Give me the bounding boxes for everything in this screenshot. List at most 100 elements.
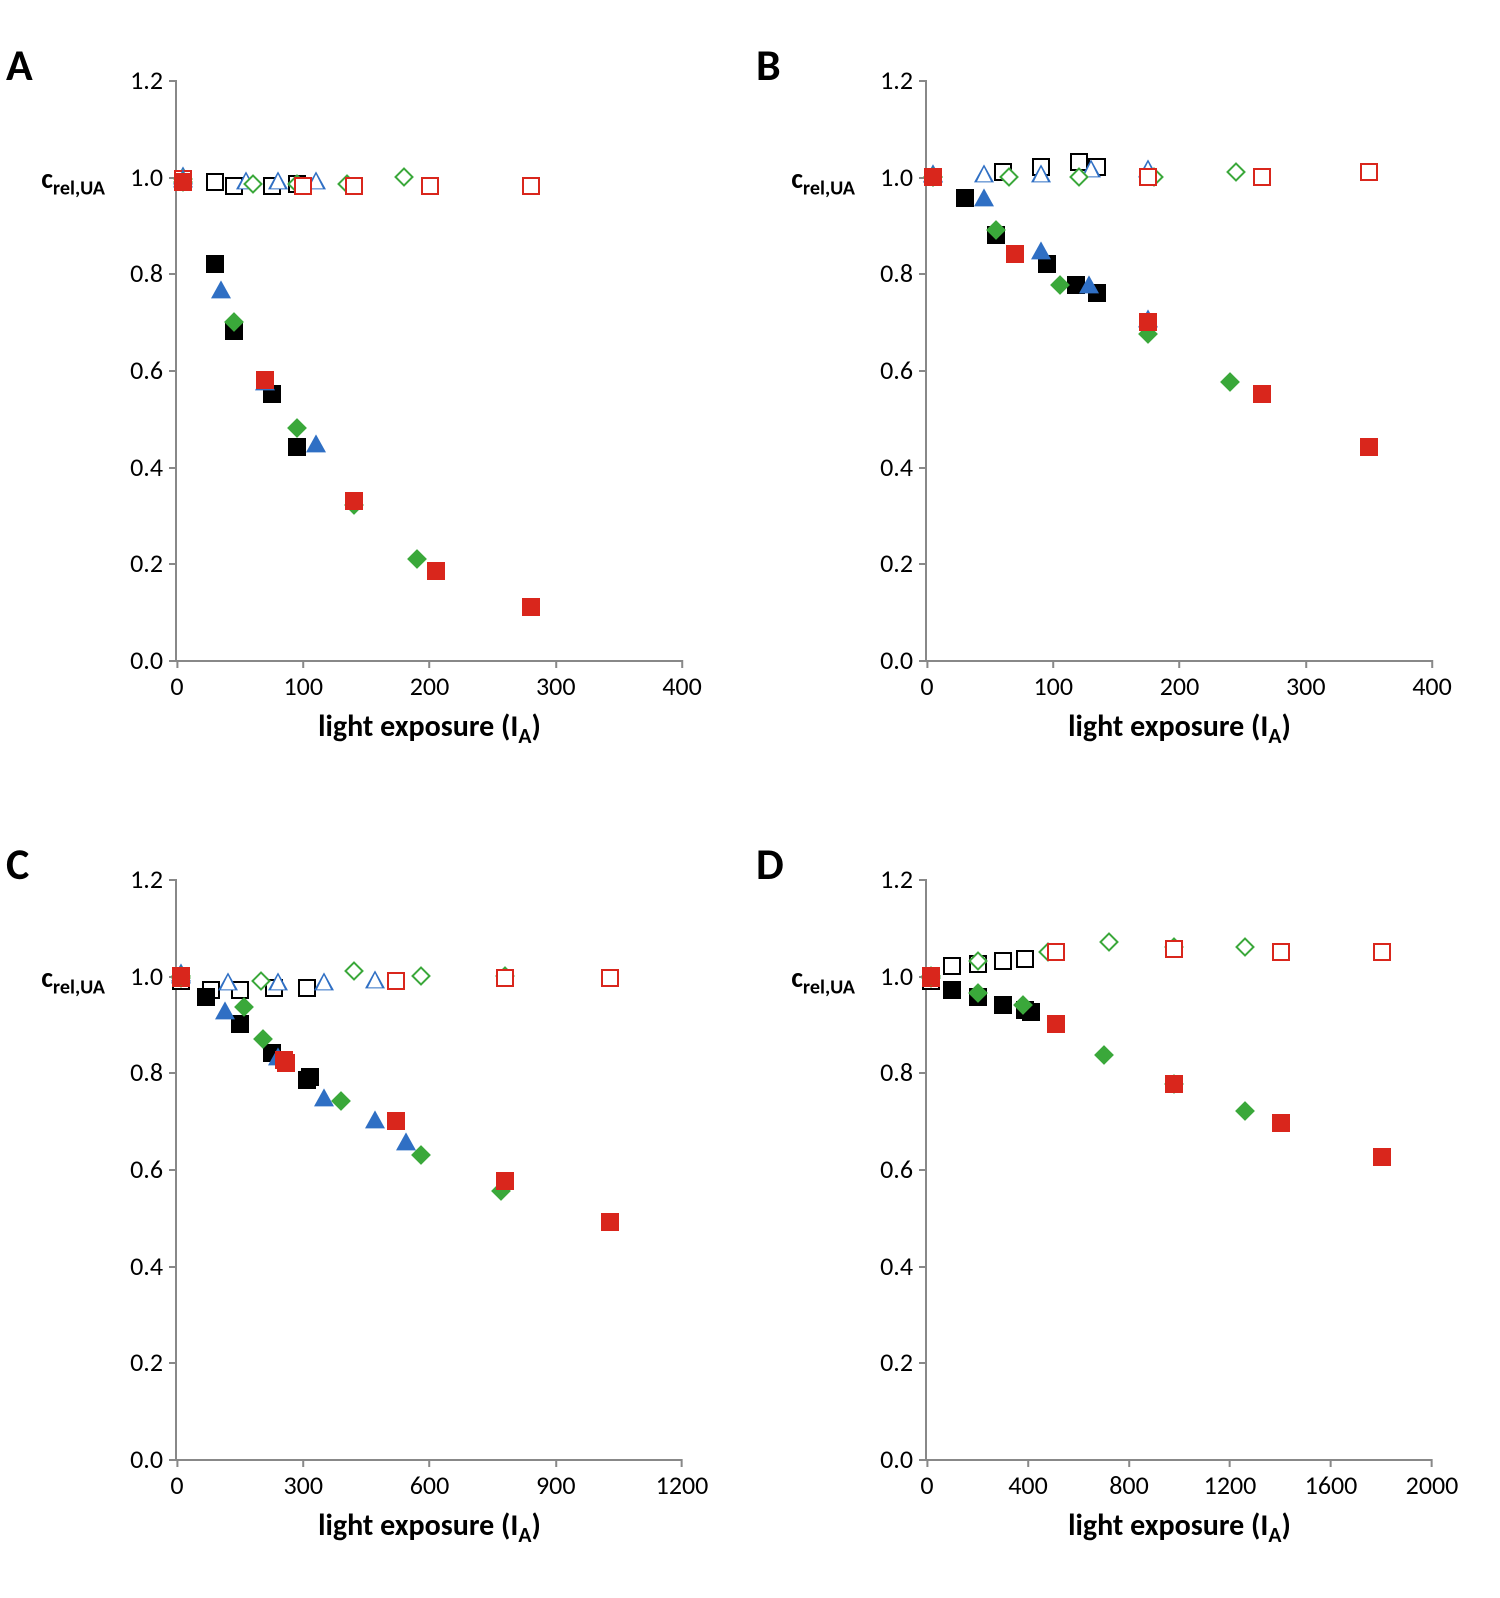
data-point — [1272, 1114, 1290, 1132]
data-point — [1094, 1046, 1114, 1066]
data-point — [1360, 438, 1378, 456]
xtick: 1200 — [1204, 1459, 1257, 1501]
ytick: 0.6 — [130, 1153, 177, 1185]
xtick: 1600 — [1305, 1459, 1358, 1501]
data-point — [1220, 372, 1240, 392]
ylabel: crel,UA — [791, 161, 855, 201]
data-point — [411, 966, 431, 986]
ytick: 0.8 — [880, 1056, 927, 1088]
xlabel: light exposure (IA) — [318, 708, 541, 749]
data-point — [1235, 1101, 1255, 1121]
xtick: 2000 — [1406, 1459, 1459, 1501]
ytick: 0.2 — [130, 547, 177, 579]
data-point — [1360, 163, 1378, 181]
data-point — [256, 371, 274, 389]
ytick: 1.2 — [130, 64, 177, 96]
data-point — [601, 969, 619, 987]
xtick: 900 — [536, 1459, 576, 1501]
panel-label-D: D — [756, 837, 784, 891]
data-point — [387, 1112, 405, 1130]
data-point — [1235, 937, 1255, 957]
ytick: 0.4 — [130, 1250, 177, 1282]
ytick: 0.4 — [880, 451, 927, 483]
data-point — [1099, 932, 1119, 952]
data-point — [496, 1172, 514, 1190]
ytick: 0.8 — [130, 1056, 177, 1088]
data-point — [345, 492, 363, 510]
panel-label-B: B — [756, 38, 781, 92]
ytick: 1.0 — [130, 161, 177, 193]
panel-label-A: A — [6, 38, 33, 92]
data-point — [974, 188, 994, 206]
panel-B: B0.00.20.40.60.81.01.20100200300400crel,… — [750, 0, 1500, 799]
data-point — [1253, 168, 1271, 186]
data-point — [1226, 162, 1246, 182]
xtick: 100 — [283, 660, 323, 702]
data-point — [277, 1054, 295, 1072]
data-point — [344, 961, 364, 981]
data-point — [1165, 940, 1183, 958]
ylabel: crel,UA — [41, 960, 105, 1000]
data-point — [1079, 275, 1099, 293]
ylabel: crel,UA — [791, 960, 855, 1000]
data-point — [924, 168, 942, 186]
data-point — [1272, 943, 1290, 961]
plot-area-A: 0.00.20.40.60.81.01.20100200300400crel,U… — [175, 80, 682, 662]
ytick: 0.8 — [130, 257, 177, 289]
data-point — [522, 598, 540, 616]
xlabel: light exposure (IA) — [1068, 1507, 1291, 1548]
data-point — [1031, 241, 1051, 259]
data-point — [994, 952, 1012, 970]
ytick: 0.8 — [880, 257, 927, 289]
data-point — [1373, 943, 1391, 961]
panel-label-C: C — [6, 837, 29, 891]
data-point — [922, 967, 940, 985]
panel-C: C 0.00.20.40.60.81.01.203006009001200crel… — [0, 799, 750, 1598]
xtick: 400 — [662, 660, 702, 702]
data-point — [206, 255, 224, 273]
data-point — [1373, 1148, 1391, 1166]
data-point — [365, 1110, 385, 1128]
data-point — [943, 957, 961, 975]
data-point — [1139, 168, 1157, 186]
data-point — [215, 1002, 235, 1020]
data-point — [197, 988, 215, 1006]
data-point — [394, 167, 414, 187]
data-point — [314, 1089, 334, 1107]
plot-area-C: 0.00.20.40.60.81.01.203006009001200crel,… — [175, 879, 682, 1461]
data-point — [943, 981, 961, 999]
data-point — [956, 189, 974, 207]
data-point — [268, 973, 288, 991]
xtick: 0 — [170, 660, 183, 702]
data-point — [365, 970, 385, 988]
ytick: 0.4 — [130, 451, 177, 483]
ylabel: crel,UA — [41, 161, 105, 201]
xtick: 200 — [410, 660, 450, 702]
ytick: 0.2 — [130, 1346, 177, 1378]
data-point — [314, 973, 334, 991]
xtick: 100 — [1033, 660, 1073, 702]
data-point — [345, 177, 363, 195]
data-point — [218, 973, 238, 991]
xtick: 600 — [410, 1459, 450, 1501]
ytick: 1.2 — [130, 863, 177, 895]
xtick: 400 — [1008, 1459, 1048, 1501]
scatter-figure-grid: A 0.00.20.40.60.81.01.20100200300400crel,… — [0, 0, 1500, 1598]
data-point — [1165, 1075, 1183, 1093]
data-point — [387, 972, 405, 990]
xtick: 1200 — [656, 1459, 709, 1501]
xtick: 800 — [1109, 1459, 1149, 1501]
data-point — [1006, 245, 1024, 263]
data-point — [294, 177, 312, 195]
xtick: 300 — [1286, 660, 1326, 702]
data-point — [1047, 943, 1065, 961]
data-point — [427, 562, 445, 580]
xtick: 0 — [170, 1459, 183, 1501]
ytick: 0.6 — [130, 354, 177, 386]
data-point — [268, 171, 288, 189]
panel-A: A 0.00.20.40.60.81.01.20100200300400crel,… — [0, 0, 750, 799]
data-point — [206, 173, 224, 191]
ytick: 0.2 — [880, 547, 927, 579]
ytick: 1.0 — [880, 161, 927, 193]
data-point — [1047, 1015, 1065, 1033]
